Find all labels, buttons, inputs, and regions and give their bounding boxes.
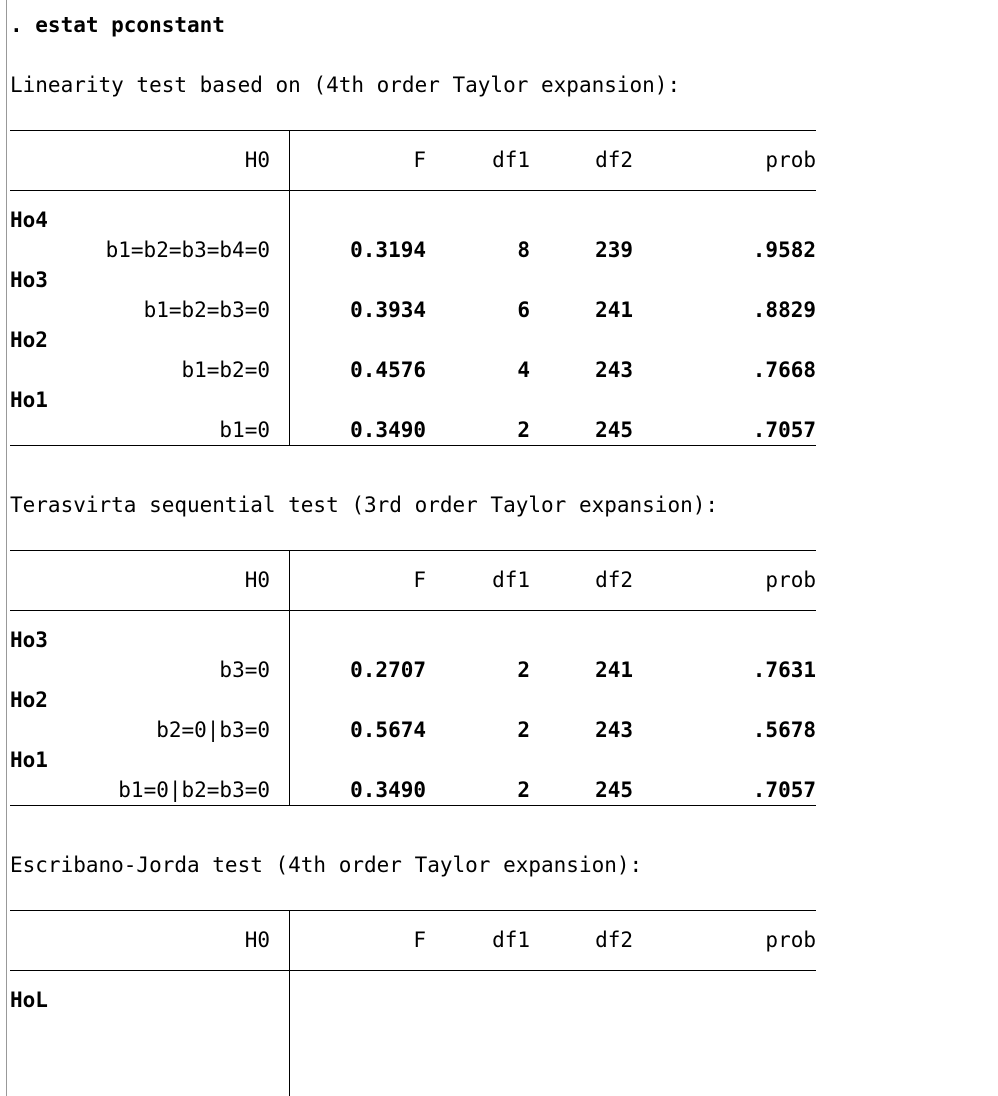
cell-value: 0.3194 <box>350 238 426 262</box>
cell-value: 2 <box>517 718 530 742</box>
column-header: H0 <box>244 568 270 592</box>
group-label: Ho4 <box>10 208 48 232</box>
cell-value: .8829 <box>752 298 816 322</box>
cell-value: 2 <box>517 658 530 682</box>
cell-value: .7057 <box>752 418 816 442</box>
cell-value: .7668 <box>752 358 816 382</box>
group-label: Ho1 <box>10 388 48 412</box>
table-rule <box>10 550 816 551</box>
table-rule <box>10 970 816 971</box>
cell-value: 243 <box>595 718 633 742</box>
cell-value: 8 <box>517 238 530 262</box>
window-border <box>6 0 7 1096</box>
cell-value: 2 <box>517 778 530 802</box>
column-header: prob <box>765 568 816 592</box>
cell-value: 245 <box>595 778 633 802</box>
cell-value: 6 <box>517 298 530 322</box>
cell-value: 0.4576 <box>350 358 426 382</box>
column-header: prob <box>765 928 816 952</box>
hypothesis: b1=b2=0 <box>181 358 270 382</box>
hypothesis: b1=0|b2=b3=0 <box>118 778 270 802</box>
table-rule <box>10 910 816 911</box>
cell-value: 0.3934 <box>350 298 426 322</box>
column-header: df2 <box>595 148 633 172</box>
cell-value: 239 <box>595 238 633 262</box>
table-rule <box>10 610 816 611</box>
group-label: Ho2 <box>10 688 48 712</box>
table-rule <box>10 130 816 131</box>
cell-value: 241 <box>595 658 633 682</box>
cell-value: 0.3490 <box>350 778 426 802</box>
cell-value: 0.5674 <box>350 718 426 742</box>
column-header: df1 <box>492 148 530 172</box>
column-divider <box>289 910 290 1096</box>
cell-value: 0.2707 <box>350 658 426 682</box>
column-header: H0 <box>244 148 270 172</box>
group-label: Ho3 <box>10 628 48 652</box>
column-header: F <box>413 928 426 952</box>
hypothesis: b1=b2=b3=b4=0 <box>105 238 270 262</box>
column-header: df2 <box>595 568 633 592</box>
column-header: df2 <box>595 928 633 952</box>
section-title: Escribano-Jorda test (4th order Taylor e… <box>10 853 643 877</box>
cell-value: .9582 <box>752 238 816 262</box>
group-label: HoL <box>10 988 48 1012</box>
cell-value: 2 <box>517 418 530 442</box>
table-rule <box>10 190 816 191</box>
cell-value: 245 <box>595 418 633 442</box>
table-rule <box>10 445 816 446</box>
column-header: prob <box>765 148 816 172</box>
group-label: Ho1 <box>10 748 48 772</box>
cell-value: 4 <box>517 358 530 382</box>
column-header: df1 <box>492 928 530 952</box>
column-divider <box>289 130 290 445</box>
column-divider <box>289 550 290 805</box>
table-rule <box>10 805 816 806</box>
hypothesis: b2=0|b3=0 <box>156 718 270 742</box>
column-header: df1 <box>492 568 530 592</box>
group-label: Ho3 <box>10 268 48 292</box>
section-title: Terasvirta sequential test (3rd order Ta… <box>10 493 719 517</box>
column-header: F <box>413 568 426 592</box>
column-header: H0 <box>244 928 270 952</box>
cell-value: 241 <box>595 298 633 322</box>
command: . estat pconstant <box>10 13 225 37</box>
section-title: Linearity test based on (4th order Taylo… <box>10 73 681 97</box>
cell-value: .7057 <box>752 778 816 802</box>
hypothesis: b1=0 <box>219 418 270 442</box>
hypothesis: b1=b2=b3=0 <box>143 298 270 322</box>
cell-value: .7631 <box>752 658 816 682</box>
group-label: Ho2 <box>10 328 48 352</box>
hypothesis: b3=0 <box>219 658 270 682</box>
cell-value: 243 <box>595 358 633 382</box>
cell-value: 0.3490 <box>350 418 426 442</box>
cell-value: .5678 <box>752 718 816 742</box>
column-header: F <box>413 148 426 172</box>
